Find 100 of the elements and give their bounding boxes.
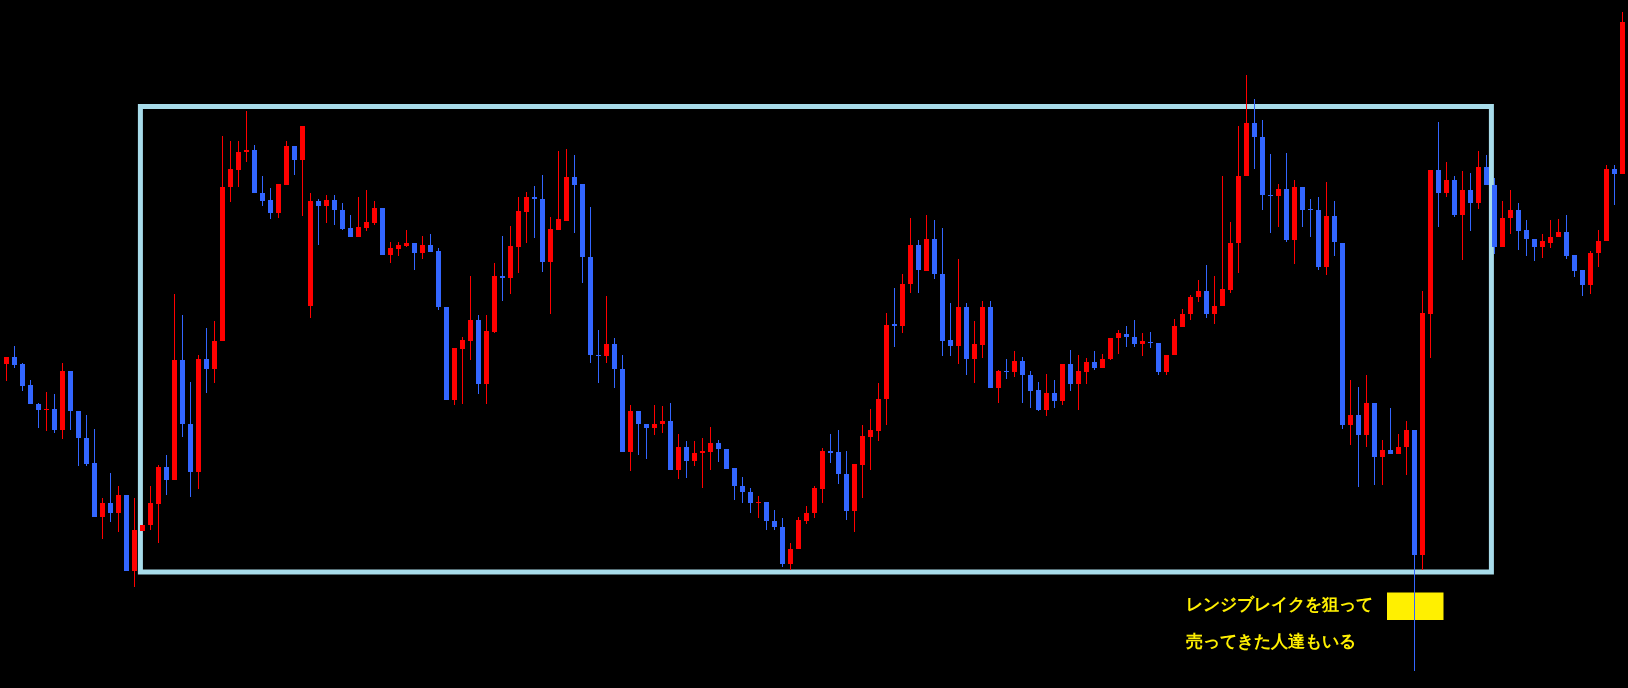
- candlestick: [892, 288, 897, 347]
- candlestick: [1068, 350, 1073, 391]
- candlestick: [852, 464, 857, 532]
- candlestick: [1244, 75, 1249, 176]
- candlestick: [732, 468, 737, 500]
- candlestick: [796, 517, 801, 549]
- candlestick: [564, 149, 569, 221]
- candlestick: [268, 188, 273, 219]
- candlestick: [684, 441, 689, 478]
- candlestick: [940, 228, 945, 356]
- annotation: 売ってきた人達もいる: [1186, 631, 1356, 651]
- candlestick: [300, 126, 305, 216]
- candlestick: [1116, 330, 1121, 354]
- candlestick: [1492, 178, 1497, 254]
- candlestick: [1044, 374, 1049, 416]
- candlestick: [364, 190, 369, 231]
- candlestick: [820, 448, 825, 503]
- candlestick: [588, 207, 593, 363]
- candlestick: [228, 141, 233, 202]
- candlestick: [580, 184, 585, 283]
- candlestick: [1140, 333, 1145, 356]
- candlestick: [1196, 280, 1201, 302]
- candlestick: [1484, 155, 1489, 185]
- candlestick: [1420, 291, 1425, 570]
- candlestick: [1572, 255, 1577, 277]
- candlestick: [916, 240, 921, 293]
- candlestick: [788, 543, 793, 570]
- candlestick: [1180, 309, 1185, 327]
- candlestick: [1596, 230, 1601, 267]
- candlestick: [44, 392, 49, 431]
- candlestick: [1268, 154, 1273, 233]
- candlestick: [1612, 165, 1617, 205]
- candlestick: [1092, 351, 1097, 370]
- candlestick: [172, 294, 177, 480]
- candlestick: [1212, 276, 1217, 324]
- candlestick: [52, 394, 57, 433]
- candlestick: [316, 199, 321, 245]
- candlestick: [1532, 239, 1537, 261]
- candlestick: [1396, 434, 1401, 454]
- candlestick: [220, 136, 225, 341]
- candlestick: [1292, 180, 1297, 264]
- candlestick: [756, 496, 761, 518]
- candlestick: [460, 337, 465, 404]
- candlestick: [404, 230, 409, 247]
- candlestick: [1460, 171, 1465, 260]
- candlestick: [1228, 222, 1233, 293]
- candlestick: [1324, 182, 1329, 275]
- candlestick: [1108, 338, 1113, 360]
- candlestick: [524, 192, 529, 243]
- candlestick: [420, 236, 425, 259]
- candlestick: [372, 201, 377, 225]
- candlestick: [628, 405, 633, 471]
- candlestick: [12, 346, 17, 368]
- candlestick: [1588, 251, 1593, 294]
- candlestick: [1604, 165, 1609, 241]
- candlestick: [876, 383, 881, 441]
- candlestick: [1580, 270, 1585, 296]
- candlestick: [900, 274, 905, 333]
- candlestick: [844, 451, 849, 520]
- candlestick: [1540, 234, 1545, 258]
- candlestick: [1220, 176, 1225, 306]
- candlestick: [652, 405, 657, 435]
- candlestick: [188, 382, 193, 497]
- candlestick: [1012, 351, 1017, 377]
- candlestick: [1260, 120, 1265, 210]
- candlestick: [396, 242, 401, 256]
- candlestick: [860, 425, 865, 498]
- candlestick: [1020, 357, 1025, 403]
- candlestick: [20, 363, 25, 391]
- candlestick: [572, 155, 577, 233]
- candlestick: [556, 151, 561, 230]
- candlestick: [692, 441, 697, 466]
- candlestick: [492, 263, 497, 333]
- candlestick: [972, 321, 977, 383]
- candlestick: [1052, 380, 1057, 408]
- candlestick: [484, 315, 489, 404]
- candlestick: [740, 477, 745, 503]
- candlestick: [924, 215, 929, 271]
- candlestick: [436, 248, 441, 310]
- candlestick: [1100, 354, 1105, 368]
- candlestick: [100, 498, 105, 539]
- candlestick: [92, 429, 97, 517]
- candlestick: [1348, 380, 1353, 445]
- candlestick: [1436, 122, 1441, 227]
- candlestick: [1412, 430, 1417, 671]
- candlestick: [1476, 151, 1481, 209]
- candlestick: [500, 236, 505, 301]
- candlestick: [452, 348, 457, 405]
- candlestick: [1316, 197, 1321, 270]
- candlestick: [76, 411, 81, 466]
- candlestick: [380, 208, 385, 255]
- candlestick: [540, 175, 545, 272]
- candlestick: [1308, 199, 1313, 237]
- candlestick: [636, 411, 641, 455]
- candlestick: [124, 495, 129, 571]
- candlestick: [1084, 358, 1089, 384]
- candlestick: [1148, 332, 1153, 348]
- candlestick: [604, 296, 609, 363]
- candlestick: [1124, 326, 1129, 347]
- candlestick: [956, 259, 961, 364]
